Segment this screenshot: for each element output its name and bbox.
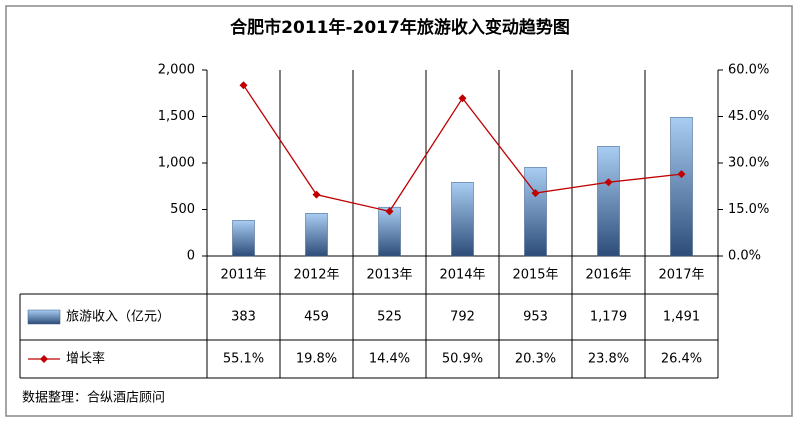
source: 数据整理：合纵酒店顾问	[22, 391, 165, 406]
x-tick-label: 2012年	[293, 268, 339, 283]
marker	[385, 207, 394, 216]
table-value: 14.4%	[369, 352, 410, 367]
y-tick-label: 500	[170, 202, 195, 217]
marker	[604, 178, 613, 187]
table-value: 19.8%	[296, 352, 337, 367]
legend-swatch	[27, 309, 61, 325]
bar	[232, 220, 255, 257]
chart-title: 合肥市2011年-2017年旅游收入变动趋势图	[230, 17, 570, 38]
bar	[524, 167, 547, 257]
bar	[597, 146, 620, 257]
table-value: 383	[231, 310, 256, 325]
y-tick-label: 0	[187, 249, 195, 264]
bar	[670, 117, 693, 257]
table-value: 1,491	[663, 310, 700, 325]
x-tick-label: 2013年	[366, 268, 412, 283]
legend-label: 增长率	[66, 351, 105, 367]
table-value: 459	[304, 310, 329, 325]
table-value: 792	[450, 310, 475, 325]
bar	[451, 182, 474, 257]
table-value: 23.8%	[588, 352, 629, 367]
table-value: 525	[377, 310, 402, 325]
table-value: 26.4%	[661, 352, 702, 367]
y-tick-label: 1,500	[158, 109, 195, 124]
legend-marker	[40, 355, 48, 363]
y-tick-label: 2,000	[158, 63, 195, 78]
y2-tick-label: 30.0%	[728, 156, 769, 171]
y-tick-label: 1,000	[158, 156, 195, 171]
x-tick-label: 2014年	[439, 268, 485, 283]
y2-tick-label: 60.0%	[728, 63, 769, 78]
marker	[458, 94, 467, 103]
bar	[378, 206, 401, 257]
y2-tick-label: 15.0%	[728, 202, 769, 217]
marker	[312, 190, 321, 199]
x-tick-label: 2016年	[585, 268, 631, 283]
x-tick-label: 2017年	[658, 268, 704, 283]
marker	[239, 81, 248, 90]
table-value: 953	[523, 310, 548, 325]
table-value: 55.1%	[223, 352, 264, 367]
bar	[305, 213, 328, 257]
y2-tick-label: 45.0%	[728, 109, 769, 124]
marker	[531, 189, 540, 198]
x-tick-label: 2015年	[512, 268, 558, 283]
x-tick-label: 2011年	[220, 268, 266, 283]
table-value: 20.3%	[515, 352, 556, 367]
y2-tick-label: 0.0%	[728, 249, 761, 264]
marker	[677, 170, 686, 179]
table-value: 1,179	[590, 310, 627, 325]
legend-label: 旅游收入（亿元）	[66, 310, 170, 325]
table-value: 50.9%	[442, 352, 483, 367]
